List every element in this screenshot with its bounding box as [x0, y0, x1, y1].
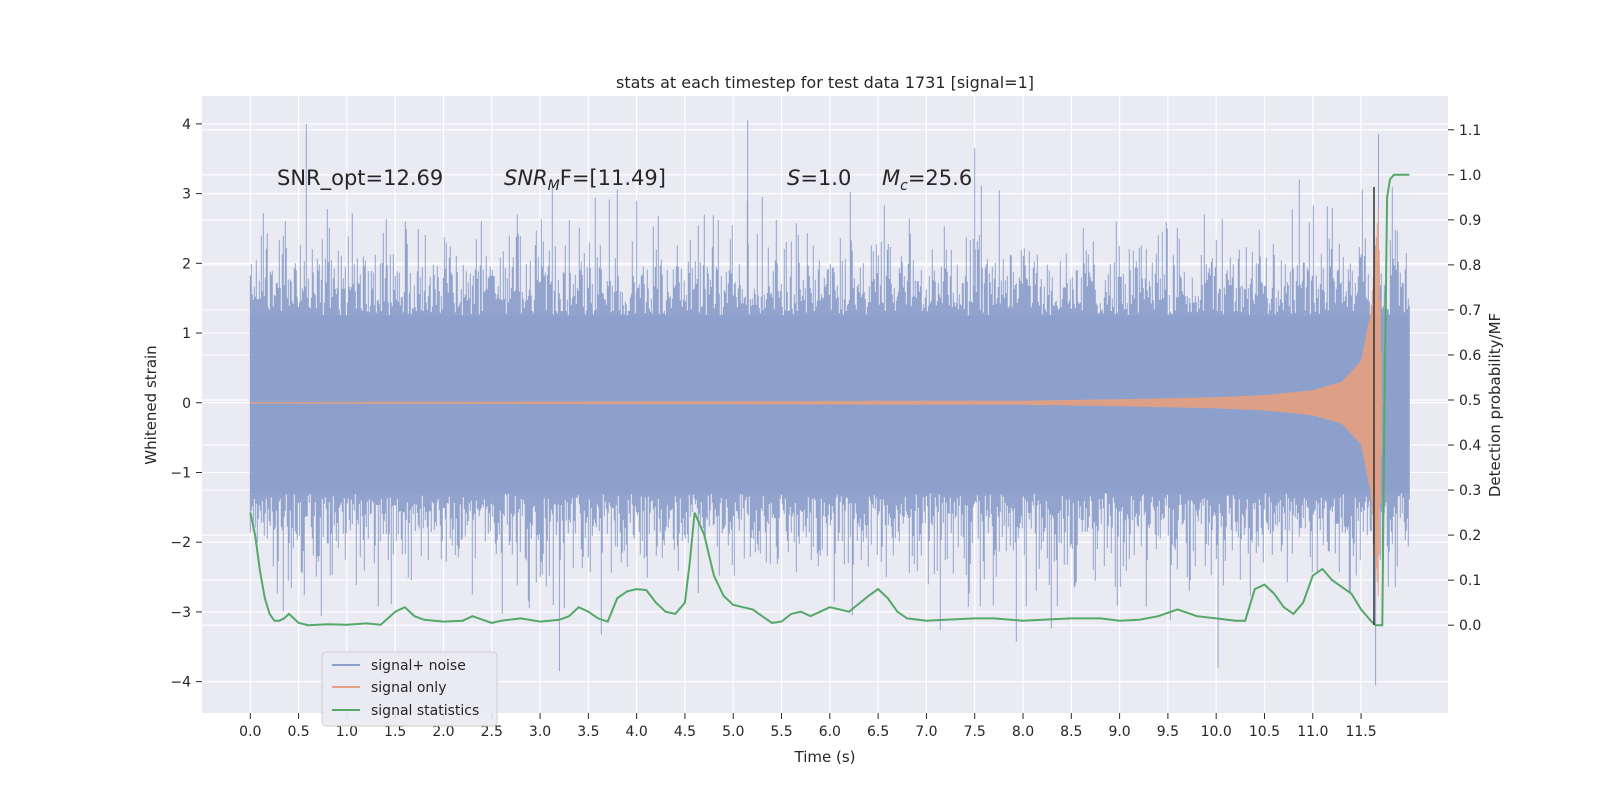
- y-right-tick-label: 0.2: [1459, 528, 1481, 544]
- annotation-mc-value: =25.6: [908, 166, 972, 190]
- y-left-tick-label: 2: [182, 256, 191, 272]
- annotation-snr-mf-value: F=[11.49]: [560, 166, 666, 190]
- legend: signal+ noise signal only signal statist…: [321, 651, 498, 727]
- x-tick-label: 0.0: [239, 724, 261, 740]
- y-right-tick-label: 0.4: [1459, 438, 1481, 454]
- x-tick-label: 8.0: [1012, 724, 1034, 740]
- x-tick-label: 10.0: [1201, 724, 1232, 740]
- x-tick-label: 3.5: [577, 724, 599, 740]
- annotation-snr-mf-symbol: SNR: [504, 166, 548, 190]
- annotation-snr-mf: SNRMF=[11.49]: [504, 166, 666, 194]
- y-right-tick-label: 1.0: [1459, 168, 1481, 184]
- y-left-tick-label: −2: [170, 535, 191, 551]
- annotation-mc-subscript: c: [900, 178, 908, 194]
- y-right-tick-label: 0.9: [1459, 213, 1481, 229]
- x-tick-label: 6.0: [819, 724, 841, 740]
- y-left-tick-label: −3: [170, 605, 191, 621]
- x-axis-ticks: 0.0 0.5 1.0 1.5 2.0 2.5 3.0 3.5 4.0 4.5 5.0 5.5 6.0 6…: [239, 713, 1377, 740]
- x-tick-label: 7.5: [964, 724, 986, 740]
- x-tick-label: 9.5: [1157, 724, 1179, 740]
- legend-label-signal-only: signal only: [371, 680, 446, 696]
- legend-label-noise: signal+ noise: [371, 658, 466, 674]
- x-tick-label: 11.0: [1297, 724, 1328, 740]
- series-signal-only: [249, 209, 1383, 596]
- x-tick-label: 1.5: [384, 724, 406, 740]
- annotation-mc-symbol: M: [882, 166, 900, 190]
- x-tick-label: 1.0: [336, 724, 358, 740]
- annotation-snr-mf-subscript: M: [548, 178, 560, 194]
- x-tick-label: 3.0: [529, 724, 551, 740]
- legend-box: [321, 651, 498, 727]
- y-right-tick-label: 0.3: [1459, 483, 1481, 499]
- x-tick-label: 6.5: [867, 724, 889, 740]
- y-right-tick-label: 1.1: [1459, 123, 1481, 139]
- x-tick-label: 4.5: [674, 724, 696, 740]
- series-signal-statistics: [249, 173, 1410, 627]
- y-left-tick-label: −4: [170, 675, 191, 691]
- x-tick-label: 5.0: [722, 724, 744, 740]
- x-tick-label: 0.5: [287, 724, 309, 740]
- y-left-tick-label: −1: [170, 465, 191, 481]
- y-left-axis-label: Whitened strain: [142, 345, 160, 464]
- y-left-tick-label: 3: [182, 187, 191, 203]
- y-left-tick-label: 0: [182, 396, 191, 412]
- y-right-tick-label: 0.0: [1459, 618, 1481, 634]
- noise-trace: [249, 120, 1410, 686]
- y-left-tick-label: 1: [182, 326, 191, 342]
- x-tick-label: 4.0: [626, 724, 648, 740]
- x-tick-label: 9.0: [1108, 724, 1130, 740]
- y-right-tick-label: 0.8: [1459, 258, 1481, 274]
- x-tick-label: 2.5: [481, 724, 503, 740]
- y-right-tick-label: 0.6: [1459, 348, 1481, 364]
- x-tick-label: 10.5: [1249, 724, 1280, 740]
- x-tick-label: 7.0: [915, 724, 937, 740]
- x-axis-label: Time (s): [794, 748, 856, 766]
- x-tick-label: 5.5: [770, 724, 792, 740]
- annotation-s-value: =1.0: [800, 166, 851, 190]
- annotation-s-symbol: S: [787, 166, 800, 190]
- x-tick-label: 11.5: [1345, 724, 1376, 740]
- legend-label-statistics: signal statistics: [371, 703, 479, 719]
- annotation-snr-opt: SNR_opt=12.69: [277, 166, 443, 191]
- y-right-tick-label: 0.7: [1459, 303, 1481, 319]
- y-left-tick-label: 4: [182, 117, 191, 133]
- y-right-tick-label: 0.1: [1459, 573, 1481, 589]
- x-tick-label: 8.5: [1060, 724, 1082, 740]
- y-left-axis-ticks: −4 −3 −2 −1 0 1 2 3 4: [170, 117, 202, 691]
- x-tick-label: 2.0: [432, 724, 454, 740]
- y-right-axis-label: Detection probability/MF: [1486, 313, 1504, 497]
- y-right-tick-label: 0.5: [1459, 393, 1481, 409]
- annotation-mc: Mc=25.6: [882, 166, 972, 194]
- y-right-axis-ticks: 0.0 0.1 0.2 0.3 0.4 0.5 0.6 0.7 0.8 0.9 1.0 1.1: [1448, 123, 1481, 634]
- signal-only-trace: [249, 209, 1383, 596]
- chart-title: stats at each timestep for test data 173…: [616, 73, 1034, 92]
- annotation-s: S=1.0: [787, 166, 851, 190]
